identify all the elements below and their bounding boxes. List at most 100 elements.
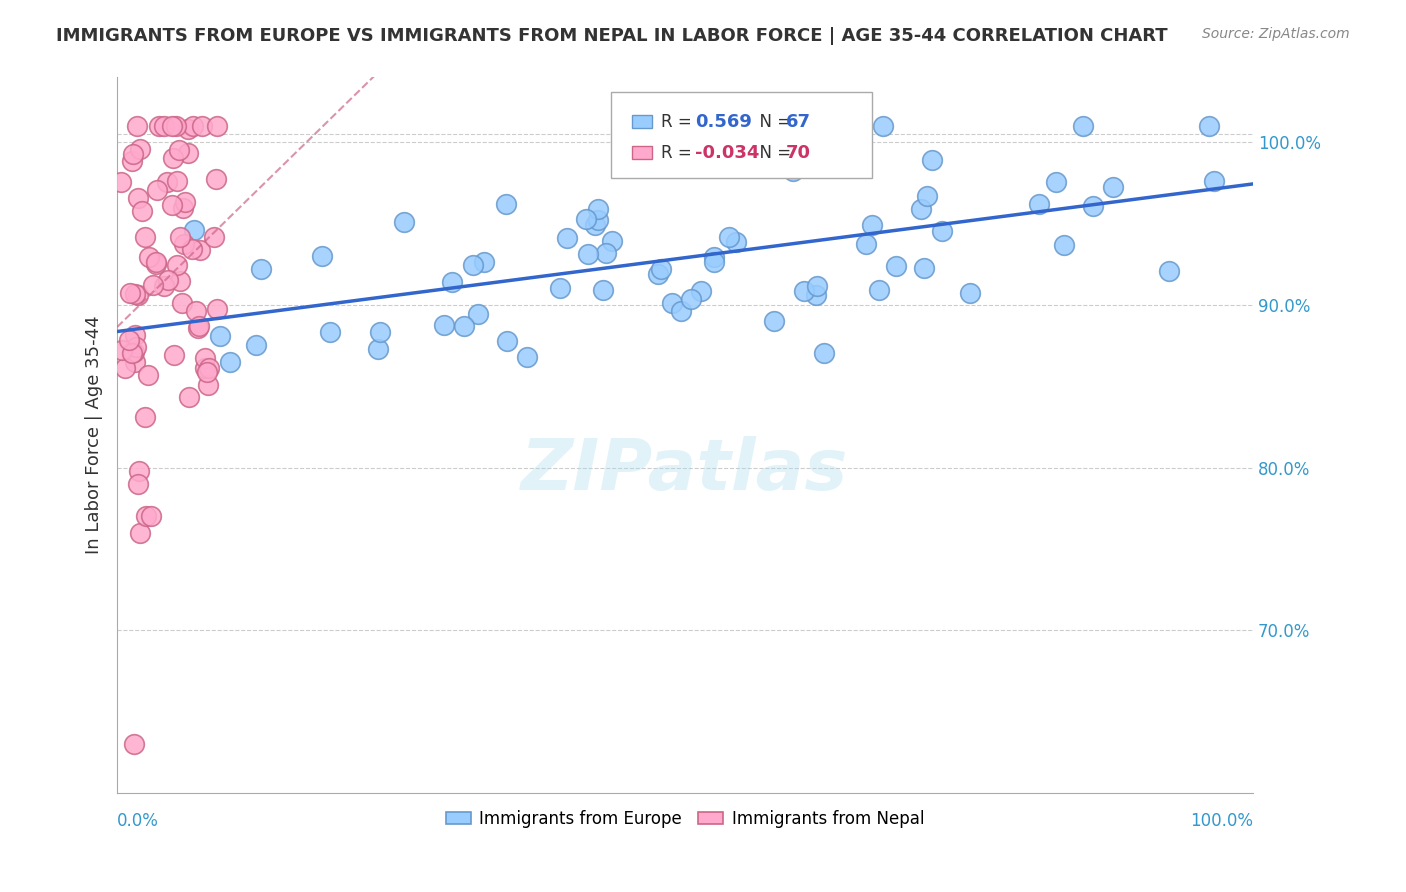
- Point: [148, 119, 170, 133]
- Point: [165, 119, 187, 133]
- Text: -0.034: -0.034: [695, 144, 759, 161]
- Point: [245, 337, 267, 351]
- Text: 100.0%: 100.0%: [1189, 812, 1253, 830]
- Point: [127, 288, 149, 302]
- Point: [441, 275, 464, 289]
- Point: [813, 345, 835, 359]
- Point: [194, 361, 217, 376]
- Point: [647, 268, 669, 282]
- Point: [1198, 119, 1220, 133]
- Point: [160, 119, 183, 133]
- Point: [1157, 264, 1180, 278]
- Point: [860, 219, 883, 233]
- Point: [586, 202, 609, 217]
- Point: [152, 279, 174, 293]
- Point: [177, 390, 200, 404]
- Point: [205, 172, 228, 186]
- Point: [169, 274, 191, 288]
- Point: [318, 325, 340, 339]
- Text: N =: N =: [748, 112, 796, 131]
- Point: [122, 147, 145, 161]
- Point: [174, 194, 197, 209]
- Point: [145, 256, 167, 270]
- Point: [205, 301, 228, 316]
- Point: [600, 234, 623, 248]
- Text: Source: ZipAtlas.com: Source: ZipAtlas.com: [1202, 27, 1350, 41]
- Point: [141, 509, 163, 524]
- Text: 67: 67: [786, 112, 811, 131]
- Point: [467, 307, 489, 321]
- Text: R =: R =: [661, 144, 697, 161]
- Point: [495, 196, 517, 211]
- Point: [198, 360, 221, 375]
- Point: [184, 303, 207, 318]
- Legend: Immigrants from Europe, Immigrants from Nepal: Immigrants from Europe, Immigrants from …: [439, 803, 931, 834]
- Point: [671, 303, 693, 318]
- Point: [125, 340, 148, 354]
- Point: [872, 119, 894, 133]
- Point: [219, 355, 242, 369]
- Point: [181, 119, 204, 133]
- Point: [433, 318, 456, 333]
- Point: [555, 231, 578, 245]
- Point: [163, 348, 186, 362]
- Point: [868, 283, 890, 297]
- Point: [146, 183, 169, 197]
- Point: [181, 243, 204, 257]
- Text: ZIPatlas: ZIPatlas: [522, 436, 849, 505]
- Point: [121, 154, 143, 169]
- Point: [592, 284, 614, 298]
- FancyBboxPatch shape: [612, 92, 872, 178]
- Point: [1204, 174, 1226, 188]
- Point: [679, 292, 702, 306]
- Point: [472, 255, 495, 269]
- Point: [884, 260, 907, 274]
- Point: [855, 237, 877, 252]
- Point: [650, 261, 672, 276]
- Point: [125, 119, 148, 133]
- Point: [118, 333, 141, 347]
- Text: 0.0%: 0.0%: [117, 812, 159, 830]
- FancyBboxPatch shape: [631, 115, 652, 128]
- Point: [195, 365, 218, 379]
- Point: [703, 255, 725, 269]
- Point: [162, 198, 184, 212]
- Point: [128, 464, 150, 478]
- Point: [689, 285, 711, 299]
- Point: [1081, 199, 1104, 213]
- Point: [1053, 238, 1076, 252]
- Point: [135, 509, 157, 524]
- Point: [806, 279, 828, 293]
- Point: [162, 151, 184, 165]
- Point: [367, 342, 389, 356]
- Point: [121, 346, 143, 360]
- Point: [122, 344, 145, 359]
- Point: [762, 313, 785, 327]
- Point: [790, 157, 813, 171]
- Point: [145, 255, 167, 269]
- Point: [129, 142, 152, 156]
- Point: [120, 285, 142, 300]
- Point: [177, 121, 200, 136]
- Point: [782, 164, 804, 178]
- Point: [931, 224, 953, 238]
- Point: [169, 143, 191, 157]
- Point: [166, 258, 188, 272]
- Point: [127, 191, 149, 205]
- Point: [583, 218, 606, 232]
- Point: [595, 245, 617, 260]
- Point: [1101, 180, 1123, 194]
- Point: [127, 477, 149, 491]
- Point: [138, 250, 160, 264]
- Point: [169, 230, 191, 244]
- Point: [1028, 197, 1050, 211]
- Y-axis label: In Labor Force | Age 35-44: In Labor Force | Age 35-44: [86, 316, 103, 554]
- Point: [576, 247, 599, 261]
- Point: [250, 262, 273, 277]
- Text: N =: N =: [748, 144, 796, 161]
- Point: [717, 229, 740, 244]
- Point: [187, 321, 209, 335]
- Point: [190, 243, 212, 257]
- Point: [815, 145, 838, 160]
- Point: [912, 261, 935, 276]
